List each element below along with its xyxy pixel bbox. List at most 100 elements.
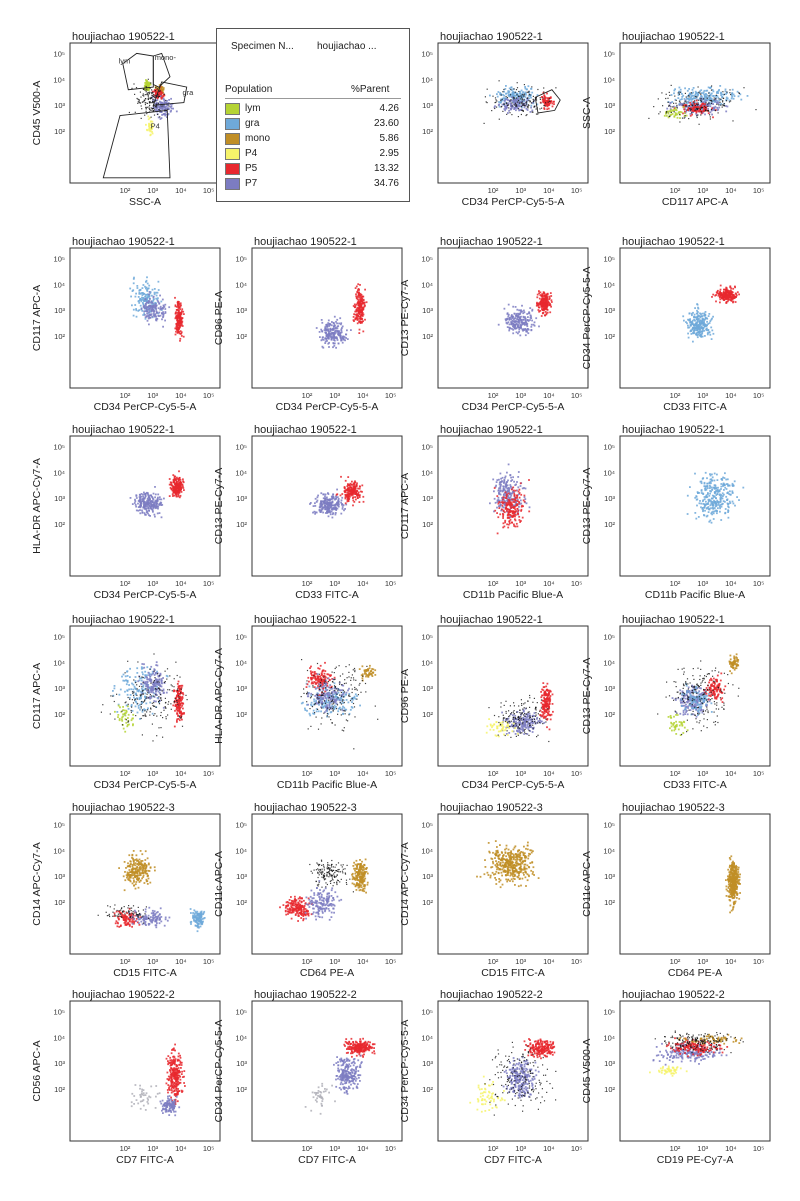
event-point-p7 [318, 331, 321, 333]
event-point-gra [696, 303, 698, 305]
event-point-black [667, 101, 669, 103]
event-point-p5 [538, 306, 541, 309]
event-point-p5 [174, 317, 177, 320]
event-point-p5 [349, 485, 351, 487]
event-point-gra [694, 97, 697, 100]
event-point-gra [671, 101, 674, 103]
event-point-p5 [178, 496, 181, 499]
event-point-p7 [143, 512, 146, 514]
event-point-gra [134, 304, 137, 306]
event-point-gra [146, 282, 149, 285]
event-point-p5 [170, 484, 173, 487]
event-point-p7 [138, 496, 141, 498]
event-point-p5 [168, 483, 171, 486]
event-point-p5 [180, 335, 183, 337]
event-point-p5 [346, 496, 348, 498]
event-point-p5 [494, 509, 497, 512]
event-point-p5 [729, 296, 732, 298]
event-point-p5 [364, 318, 366, 321]
event-point-p7 [331, 335, 333, 337]
event-point-gra [718, 494, 721, 497]
event-point-p7 [507, 463, 510, 466]
event-point-mono [161, 86, 164, 88]
event-point-p7 [326, 340, 328, 342]
event-point-p7 [510, 480, 512, 482]
event-point-black [144, 89, 146, 91]
event-point-gra [703, 322, 705, 324]
event-point-p7 [131, 503, 134, 505]
event-point-p5 [541, 298, 544, 301]
event-point-p7 [508, 490, 511, 493]
event-point-gra [697, 327, 700, 329]
event-point-p5 [357, 302, 360, 305]
event-point-p5 [544, 294, 547, 297]
event-point-gra [687, 336, 690, 339]
event-point-black [722, 91, 724, 93]
event-point-p5 [546, 295, 549, 298]
event-point-gra [716, 510, 718, 513]
event-point-black [149, 109, 151, 111]
event-point-p5 [732, 294, 735, 296]
event-point-p5 [722, 297, 725, 300]
event-point-black [719, 101, 721, 103]
event-point-black [149, 101, 151, 103]
event-point-p5 [542, 305, 544, 307]
event-point-p5 [358, 310, 361, 312]
event-point-p5 [511, 488, 513, 491]
event-point-p7 [520, 321, 523, 324]
event-point-p5 [702, 103, 705, 106]
event-point-p5 [360, 300, 362, 303]
event-point-gra [508, 90, 511, 93]
event-point-p5 [176, 312, 179, 314]
event-point-p5 [502, 522, 505, 525]
event-point-p5 [729, 295, 732, 298]
event-point-p7 [326, 503, 328, 506]
event-point-gra [516, 92, 518, 95]
event-point-p7 [144, 316, 147, 318]
event-point-p5 [151, 90, 154, 93]
event-point-p7 [327, 330, 330, 333]
event-point-p7 [329, 513, 332, 516]
event-point-gra [709, 504, 712, 507]
event-point-lym [672, 109, 675, 111]
event-point-p5 [712, 116, 714, 119]
event-point-p5 [707, 112, 710, 115]
event-point-p5 [175, 486, 177, 488]
event-point-p7 [321, 330, 324, 333]
event-point-p7 [140, 493, 143, 495]
event-point-p7 [518, 503, 521, 506]
event-point-p7 [328, 510, 331, 512]
event-point-p5 [700, 103, 703, 106]
event-point-p7 [152, 296, 155, 299]
event-point-p5 [544, 295, 547, 298]
event-point-black [521, 99, 523, 101]
event-point-p5 [702, 102, 704, 105]
event-point-p7 [521, 323, 524, 325]
event-point-p7 [504, 500, 506, 503]
event-point-p5 [354, 486, 357, 489]
event-point-p7 [333, 327, 336, 330]
event-point-p7 [704, 113, 706, 116]
event-point-gra [732, 93, 735, 96]
event-point-black [512, 96, 514, 98]
event-point-gra [679, 88, 682, 91]
event-point-p7 [328, 511, 331, 513]
event-point-p7 [150, 503, 153, 506]
event-point-black [525, 102, 527, 104]
x-tick-label: 10³ [697, 391, 708, 400]
event-point-p5 [179, 304, 181, 306]
event-point-black [528, 90, 530, 92]
event-point-lym [143, 88, 146, 91]
event-point-p7 [139, 500, 142, 503]
event-point-black [696, 104, 698, 106]
event-point-p7 [333, 506, 336, 509]
event-point-gra [688, 93, 690, 96]
event-point-black [696, 107, 698, 110]
event-point-p7 [336, 507, 339, 510]
event-point-p7 [323, 506, 325, 509]
event-point-gra [713, 495, 716, 498]
event-point-gra [696, 504, 698, 507]
event-point-p7 [716, 109, 719, 112]
event-point-gra [725, 96, 728, 99]
event-point-gra [704, 489, 707, 492]
